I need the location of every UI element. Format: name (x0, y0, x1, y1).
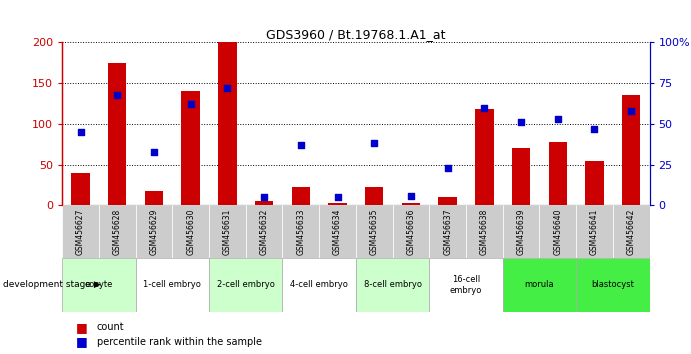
Bar (540, 205, 576, 258)
Point (406, 193, 417, 198)
Text: ■: ■ (76, 335, 88, 348)
Bar (585, 161, 604, 205)
Text: GSM456639: GSM456639 (517, 209, 526, 255)
Text: GSM456635: GSM456635 (370, 209, 379, 255)
Text: GSM456638: GSM456638 (480, 209, 489, 255)
Bar (613, 205, 650, 258)
Point (149, 149, 160, 154)
Text: GSM456637: GSM456637 (443, 209, 452, 255)
Point (479, 105, 490, 110)
Bar (429, 205, 466, 258)
Point (369, 141, 380, 146)
Bar (356, 258, 429, 312)
Text: GSM456633: GSM456633 (296, 209, 305, 255)
Bar (135, 258, 209, 312)
Bar (255, 201, 273, 205)
Bar (62, 258, 135, 312)
Bar (319, 205, 356, 258)
Bar (283, 205, 319, 258)
Text: 16-cell
embryo: 16-cell embryo (450, 275, 482, 295)
Text: GSM456636: GSM456636 (406, 209, 415, 255)
Text: GSM456630: GSM456630 (186, 209, 195, 255)
Bar (135, 205, 172, 258)
Bar (365, 187, 384, 205)
Bar (209, 258, 283, 312)
Text: ■: ■ (76, 321, 88, 334)
Text: GSM456642: GSM456642 (627, 209, 636, 255)
Bar (502, 258, 576, 312)
Bar (576, 258, 650, 312)
Bar (439, 197, 457, 205)
Bar (392, 205, 429, 258)
Text: GSM456640: GSM456640 (553, 209, 562, 255)
Text: 8-cell embryo: 8-cell embryo (363, 280, 422, 290)
Point (589, 126, 600, 132)
Bar (246, 205, 283, 258)
Text: GSM456629: GSM456629 (149, 209, 158, 255)
Point (112, 92, 123, 97)
Bar (549, 142, 567, 205)
Title: GDS3960 / Bt.19768.1.A1_at: GDS3960 / Bt.19768.1.A1_at (266, 28, 446, 41)
Point (258, 194, 269, 200)
Bar (209, 205, 246, 258)
Text: GSM456632: GSM456632 (260, 209, 269, 255)
Text: count: count (97, 322, 124, 332)
Bar (356, 205, 392, 258)
Text: 1-cell embryo: 1-cell embryo (143, 280, 201, 290)
Bar (622, 95, 641, 205)
Point (222, 85, 233, 91)
Text: blastocyst: blastocyst (591, 280, 634, 290)
Point (295, 142, 306, 148)
Point (625, 108, 636, 114)
Text: 4-cell embryo: 4-cell embryo (290, 280, 348, 290)
Bar (182, 91, 200, 205)
Point (515, 119, 527, 125)
Text: 2-cell embryo: 2-cell embryo (217, 280, 275, 290)
Text: development stage ▶: development stage ▶ (3, 280, 101, 290)
Bar (512, 148, 530, 205)
Bar (283, 258, 356, 312)
Text: morula: morula (524, 280, 554, 290)
Text: GSM456634: GSM456634 (333, 209, 342, 255)
Bar (108, 63, 126, 205)
Point (332, 194, 343, 200)
Bar (475, 109, 493, 205)
Text: GSM456631: GSM456631 (223, 209, 232, 255)
Bar (99, 205, 135, 258)
Point (552, 116, 563, 122)
Bar (292, 187, 310, 205)
Bar (218, 42, 236, 205)
Point (185, 102, 196, 107)
Point (442, 165, 453, 171)
Text: GSM456627: GSM456627 (76, 209, 85, 255)
Bar (62, 205, 99, 258)
Bar (401, 203, 420, 205)
Bar (328, 203, 347, 205)
Bar (145, 191, 163, 205)
Point (75, 129, 86, 135)
Text: percentile rank within the sample: percentile rank within the sample (97, 337, 262, 347)
Bar (71, 173, 90, 205)
Bar (576, 205, 613, 258)
Text: oocyte: oocyte (85, 280, 113, 290)
Bar (429, 258, 502, 312)
Bar (172, 205, 209, 258)
Text: GSM456628: GSM456628 (113, 209, 122, 255)
Text: GSM456641: GSM456641 (590, 209, 599, 255)
Bar (466, 205, 502, 258)
Bar (502, 205, 540, 258)
